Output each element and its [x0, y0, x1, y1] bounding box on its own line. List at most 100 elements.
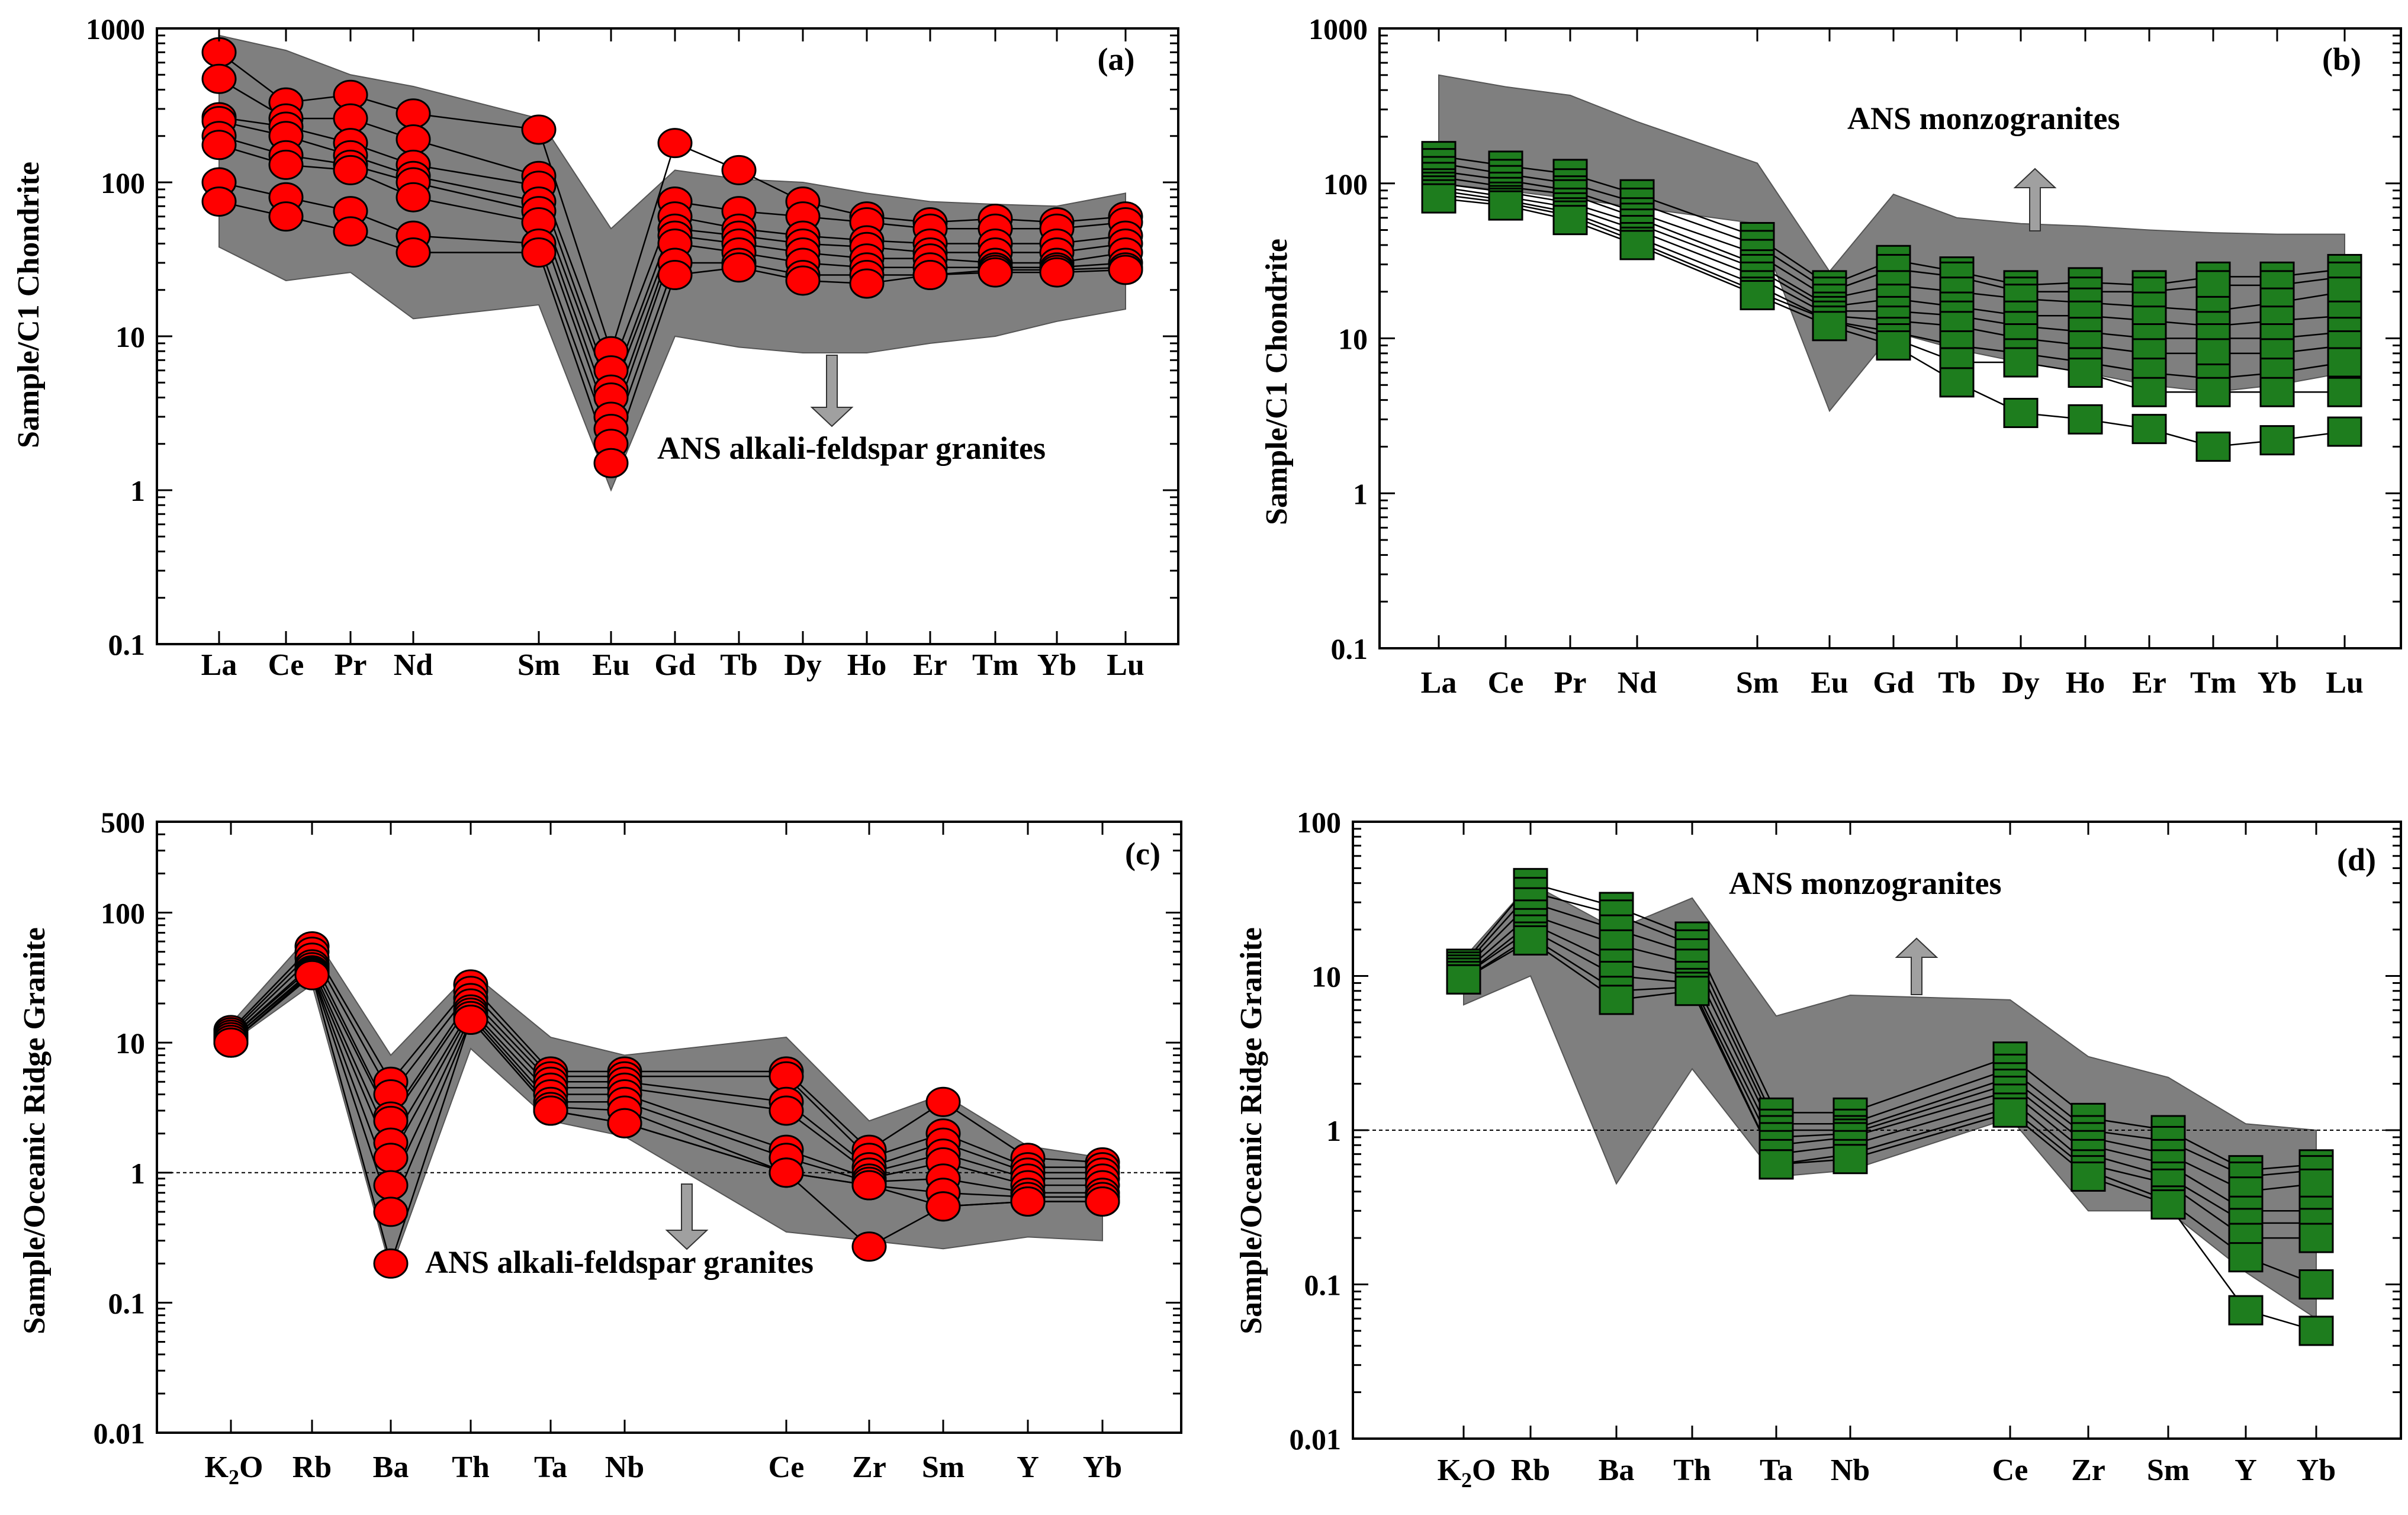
data-point — [2131, 377, 2167, 407]
data-point — [2298, 1269, 2334, 1300]
y-axis-label: Sample/C1 Chondrite — [12, 162, 46, 448]
data-point — [769, 1157, 804, 1188]
data-point — [1674, 976, 1710, 1006]
x-tick-label: Tb — [720, 648, 758, 682]
data-point — [2003, 347, 2039, 378]
x-tick-label: Ta — [534, 1450, 567, 1484]
data-point — [1740, 280, 1775, 311]
data-point — [521, 114, 557, 145]
arrow-up-icon — [1895, 937, 1938, 995]
arrow-down-icon — [810, 355, 854, 427]
y-tick-label: 1 — [1326, 1114, 1341, 1147]
plot-frame — [156, 821, 1182, 1434]
data-point — [268, 149, 304, 180]
data-point — [2195, 377, 2231, 407]
x-tick-label: Nb — [605, 1450, 644, 1484]
data-point — [2150, 1189, 2186, 1220]
y-tick-label: 500 — [101, 806, 145, 839]
data-point — [521, 237, 557, 268]
data-point — [1939, 367, 1975, 398]
x-tick-label-subscript: 2 — [229, 1465, 239, 1489]
x-tick-label: Nd — [394, 648, 433, 682]
panel-b: 0.1 1 10 100 1000 La Ce Pr Nd Sm Eu Gd Tb Dy Ho Er Tm Yb L… — [1260, 12, 2402, 700]
data-point — [849, 268, 885, 299]
field-annotation: ANS alkali-feldspar granites — [425, 1244, 814, 1280]
data-point — [201, 37, 237, 67]
data-point — [2327, 416, 2362, 447]
data-point — [201, 130, 237, 160]
x-tick-label: Nb — [1831, 1453, 1870, 1487]
data-point — [721, 155, 757, 185]
data-point — [1108, 255, 1143, 285]
data-point — [213, 1027, 249, 1058]
data-point — [1010, 1186, 1046, 1217]
panel-d: 0.01 0.1 1 10 100 K2O Rb Ba Th Ta Nb Ce Zr Sm Y Yb Sampl… — [1234, 806, 2402, 1492]
data-point — [851, 1231, 887, 1262]
x-tick-label: Ba — [373, 1450, 409, 1484]
x-tick-label-subscript: 2 — [1461, 1468, 1472, 1492]
x-tick-label: Ce — [1488, 666, 1524, 700]
data-point — [396, 98, 431, 129]
x-tick-label: Dy — [784, 648, 822, 682]
data-point — [2327, 377, 2362, 407]
x-tick-label: Ho — [2066, 666, 2105, 700]
x-tick-label: Yb — [1083, 1450, 1122, 1484]
data-point — [925, 1086, 961, 1117]
x-tick-label: Gd — [1873, 666, 1914, 700]
data-point — [1758, 1149, 1794, 1180]
x-tick-label: Rb — [292, 1450, 332, 1484]
data-point — [1446, 964, 1481, 995]
panel-label: (c) — [1125, 836, 1160, 871]
data-point — [2003, 398, 2039, 429]
data-point — [453, 1004, 488, 1035]
field-annotation: ANS alkali-feldspar granites — [657, 430, 1046, 466]
data-point — [2298, 1168, 2334, 1199]
x-tick-label: Pr — [1554, 666, 1587, 700]
x-tick-label: Ce — [268, 648, 304, 682]
data-point — [373, 1248, 409, 1279]
data-point — [2195, 270, 2231, 301]
data-point — [2327, 347, 2362, 378]
data-point — [396, 124, 431, 155]
x-tick-label: Tb — [1938, 666, 1976, 700]
data-point — [1421, 183, 1457, 214]
x-tick-label: Ce — [1992, 1453, 2028, 1487]
data-point — [1039, 257, 1075, 288]
x-tick-label: K2O — [1438, 1453, 1496, 1492]
data-point — [1992, 1097, 2028, 1128]
x-tick-label: Sm — [517, 648, 560, 682]
x-tick-label: K2O — [205, 1450, 263, 1489]
field-envelope — [230, 931, 1103, 1272]
x-tick-label: Lu — [1107, 648, 1144, 682]
panel-c: 0.01 0.1 1 10 100 500 K2O Rb Ba Th Ta Nb Ce Zr Sm Y Yb Sa… — [18, 806, 1182, 1489]
y-tick-label: 0.1 — [1304, 1269, 1342, 1302]
x-tick-label-tail: O — [1472, 1453, 1496, 1487]
y-tick-label: 10 — [115, 1027, 145, 1060]
x-tick-label: Er — [913, 648, 947, 682]
data-point — [1619, 230, 1655, 260]
data-point — [593, 448, 629, 478]
data-point — [533, 1095, 568, 1126]
data-point — [396, 237, 431, 268]
data-point — [607, 1108, 642, 1138]
field-annotation: ANS monzogranites — [1729, 866, 2001, 901]
y-axis-label: Sample/Oceanic Ridge Granite — [1234, 927, 1268, 1334]
x-tick-label: La — [1421, 666, 1457, 700]
y-axis-label: Sample/C1 Chondrite — [1260, 239, 1294, 525]
data-point — [657, 128, 693, 159]
x-tick-label: Tm — [972, 648, 1018, 682]
data-point — [1513, 925, 1548, 956]
y-tick-label: 1000 — [86, 12, 145, 46]
data-point — [2228, 1242, 2264, 1273]
data-point — [1832, 1144, 1868, 1175]
x-tick-label: Pr — [335, 648, 367, 682]
data-point — [785, 265, 821, 296]
y-tick-label: 100 — [101, 897, 145, 930]
y-tick-label: 100 — [101, 166, 145, 200]
x-tick-label: Eu — [592, 648, 630, 682]
y-tick-label: 10 — [115, 320, 145, 353]
panel-a: 0.1 1 10 100 1000 La Ce Pr Nd Sm Eu Gd Tb Dy Ho Er Tm Yb L… — [12, 12, 1179, 682]
x-tick-label-tail: O — [239, 1450, 263, 1484]
x-tick-label: Th — [1673, 1453, 1711, 1487]
